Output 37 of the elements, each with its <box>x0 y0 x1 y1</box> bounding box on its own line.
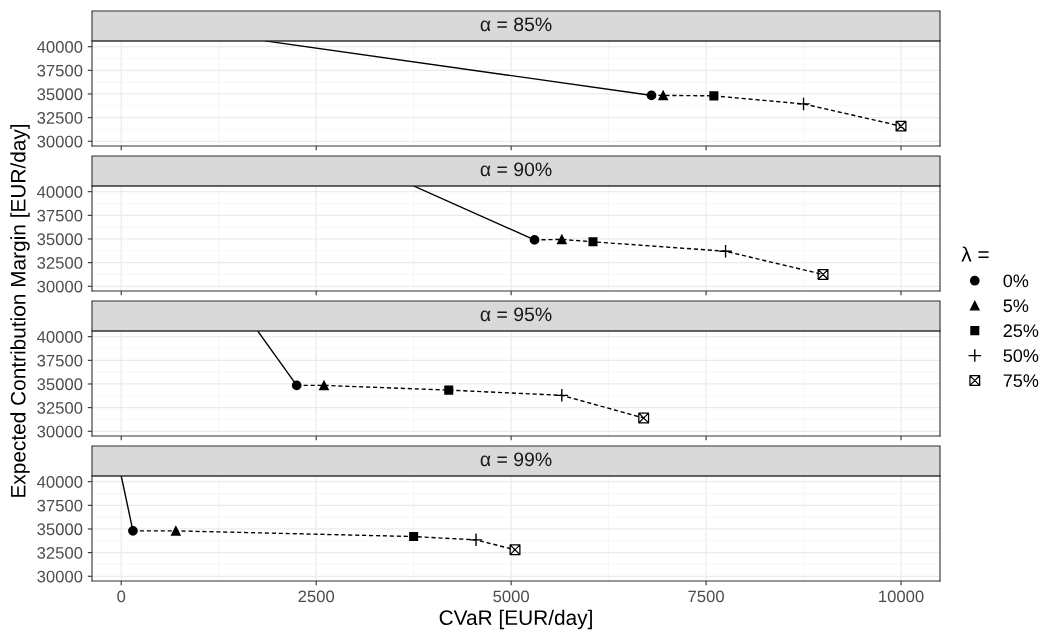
chart-title: α = 99% <box>480 452 552 467</box>
legend-label: 50% <box>1003 349 1039 363</box>
y-tick-label: 35000 <box>37 233 83 246</box>
y-tick-label: 30000 <box>37 135 83 148</box>
y-tick-label: 32500 <box>37 112 83 124</box>
y-tick-label: 40000 <box>37 331 83 343</box>
y-tick-label: 37500 <box>37 64 83 77</box>
x-axis-title: CVaR [EUR/day] <box>439 609 592 630</box>
y-tick-label: 37500 <box>37 209 83 222</box>
y-tick-label: 30000 <box>37 280 83 293</box>
x-tick-label: 0 <box>117 590 126 603</box>
y-tick-label: 40000 <box>37 476 83 488</box>
legend-label: 0% <box>1003 274 1029 288</box>
chart-title: α = 90% <box>480 162 552 177</box>
y-tick-label: 35000 <box>37 523 83 536</box>
x-tick-label: 7500 <box>688 590 724 603</box>
y-tick-label: 37500 <box>37 499 83 512</box>
y-tick-label: 40000 <box>37 41 83 53</box>
legend-label: 5% <box>1003 299 1029 313</box>
legend-label: 25% <box>1003 324 1039 338</box>
y-tick-label: 40000 <box>37 186 83 198</box>
y-tick-label: 32500 <box>37 547 83 559</box>
y-tick-label: 32500 <box>37 257 83 269</box>
y-tick-label: 37500 <box>37 354 83 367</box>
chart-title: α = 95% <box>480 307 552 322</box>
y-tick-label: 32500 <box>37 402 83 414</box>
y-axis-title: Expected Contribution Margin [EUR/day] <box>10 124 30 497</box>
legend-title: λ = <box>961 246 989 262</box>
y-tick-label: 30000 <box>37 570 83 583</box>
y-tick-label: 35000 <box>37 378 83 391</box>
y-tick-label: 35000 <box>37 88 83 101</box>
y-tick-label: 30000 <box>37 425 83 438</box>
x-tick-label: 10000 <box>879 590 924 603</box>
chart-title: α = 85% <box>480 17 552 32</box>
x-tick-label: 2500 <box>298 590 335 603</box>
legend-label: 75% <box>1003 374 1039 388</box>
x-tick-label: 5000 <box>493 590 530 603</box>
